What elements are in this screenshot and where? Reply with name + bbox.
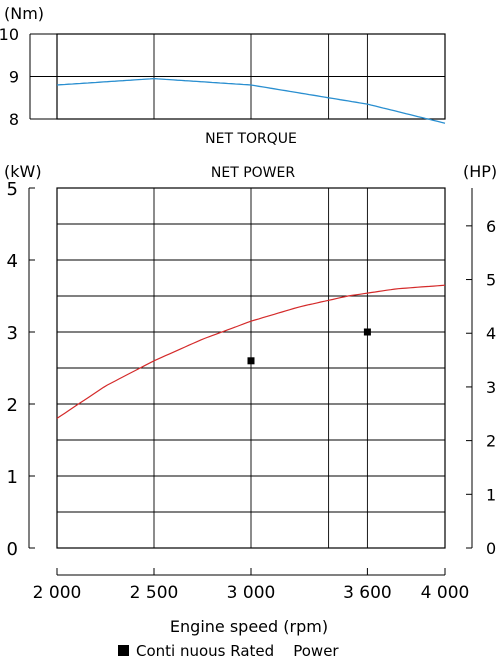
torque-y-tick-label: 9 <box>9 68 19 87</box>
torque-y-axis: 10 9 8 <box>0 25 57 129</box>
torque-title: NET TORQUE <box>205 131 297 147</box>
power-right-tick-label: 6 <box>486 217 496 236</box>
power-y-axis-right: 6 5 4 3 2 1 0 <box>466 188 496 558</box>
power-right-tick-label: 5 <box>486 271 496 290</box>
power-y-axis-left: 5 4 3 2 1 0 <box>7 179 35 560</box>
power-right-tick-label: 0 <box>486 539 496 558</box>
torque-grid <box>57 34 445 120</box>
rated-point <box>247 357 255 365</box>
power-frame <box>56 187 446 549</box>
rated-points <box>247 328 371 365</box>
legend-label: Conti nuous Rated Power <box>136 642 339 659</box>
power-left-tick-label: 2 <box>7 395 18 416</box>
rated-point <box>363 328 371 336</box>
x-axis-label: Engine speed (rpm) <box>170 617 328 636</box>
power-left-tick-label: 0 <box>7 539 18 560</box>
power-grid <box>57 188 445 548</box>
x-tick-label: 2 500 <box>130 583 179 603</box>
x-tick-label: 3 000 <box>227 583 276 603</box>
torque-panel: (Nm) 10 9 8 NET TORQUE <box>0 4 446 147</box>
power-right-tick-label: 4 <box>486 324 496 343</box>
power-x-axis: 2 000 2 500 3 000 3 600 4 000 <box>33 568 470 603</box>
torque-unit: (Nm) <box>4 4 44 23</box>
power-left-tick-label: 5 <box>7 179 18 200</box>
power-title: NET POWER <box>211 165 295 181</box>
torque-y-tick-label: 10 <box>0 25 19 44</box>
power-unit-left: (kW) <box>4 162 42 181</box>
x-tick-label: 3 600 <box>343 583 392 603</box>
power-right-tick-label: 2 <box>486 432 496 451</box>
power-right-tick-label: 3 <box>486 378 496 397</box>
legend: Conti nuous Rated Power <box>118 642 339 659</box>
legend-marker <box>118 645 129 656</box>
power-series-line <box>56 284 446 419</box>
x-tick-label: 4 000 <box>421 583 470 603</box>
power-panel: (kW) NET POWER (HP) 5 4 3 2 1 0 6 5 4 3 2 1 0 2 000… <box>4 162 497 636</box>
power-unit-right: (HP) <box>463 162 497 181</box>
torque-y-tick-label: 8 <box>9 110 19 129</box>
torque-series-line <box>56 77 446 124</box>
x-tick-label: 2 000 <box>33 583 82 603</box>
power-left-tick-label: 1 <box>7 467 18 488</box>
power-left-tick-label: 3 <box>7 323 18 344</box>
power-right-tick-label: 1 <box>486 485 496 504</box>
power-left-tick-label: 4 <box>7 251 18 272</box>
